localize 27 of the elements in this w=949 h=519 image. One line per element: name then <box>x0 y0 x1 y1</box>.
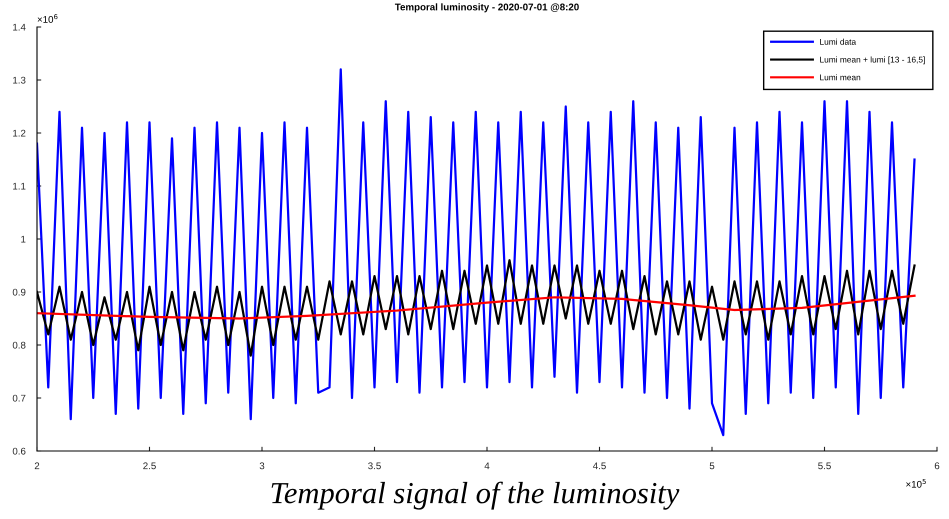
legend-label: Lumi data <box>820 38 856 45</box>
y-tick-label: 1.1 <box>13 182 26 190</box>
x-tick-label: 4 <box>484 462 490 470</box>
x-tick-label: 2 <box>34 462 40 470</box>
line-series <box>37 68 916 436</box>
legend-label: Lumi mean <box>820 74 860 80</box>
y-tick-label: 0.6 <box>12 448 26 455</box>
y-tick-label: 1.4 <box>13 24 26 31</box>
y-tick-label: 1.2 <box>13 130 26 137</box>
chart-title: Temporal luminosity - 2020-07-01 @8:20 <box>394 3 579 12</box>
x-tick-label: 4.5 <box>592 462 606 470</box>
x-tick-label: 6 <box>934 462 940 470</box>
text: ×10$^{6}$ <box>38 14 58 23</box>
x-tick-label: 5 <box>710 462 714 470</box>
text: ×10$^{5}$ <box>906 478 926 488</box>
legend-label: Lumi mean + lumi [13 - 16,5] <box>820 56 925 64</box>
x-tick-label: 3 <box>260 462 264 470</box>
x-tick-label: 5.5 <box>818 462 831 470</box>
y-tick-label: 0.8 <box>12 342 26 349</box>
line-series <box>37 294 916 320</box>
y-tick-label: 0.9 <box>12 288 26 296</box>
x-tick-label: 2.5 <box>143 462 156 470</box>
y-tick-label: 0.7 <box>12 394 26 402</box>
y-tick-label: 1.3 <box>13 76 26 84</box>
y-tick-label: 1 <box>21 236 26 243</box>
text: Temporal signal of the luminosity <box>272 482 680 510</box>
x-tick-label: 3.5 <box>368 462 381 470</box>
